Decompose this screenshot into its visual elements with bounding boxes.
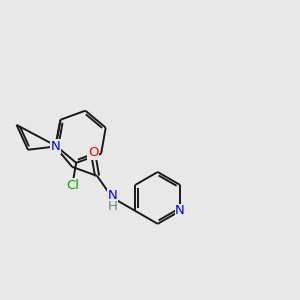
Text: O: O: [88, 146, 98, 159]
Text: N: N: [50, 140, 60, 153]
Text: N: N: [107, 189, 117, 202]
Text: Cl: Cl: [66, 178, 79, 191]
Text: H: H: [107, 200, 117, 213]
Text: N: N: [175, 204, 185, 218]
